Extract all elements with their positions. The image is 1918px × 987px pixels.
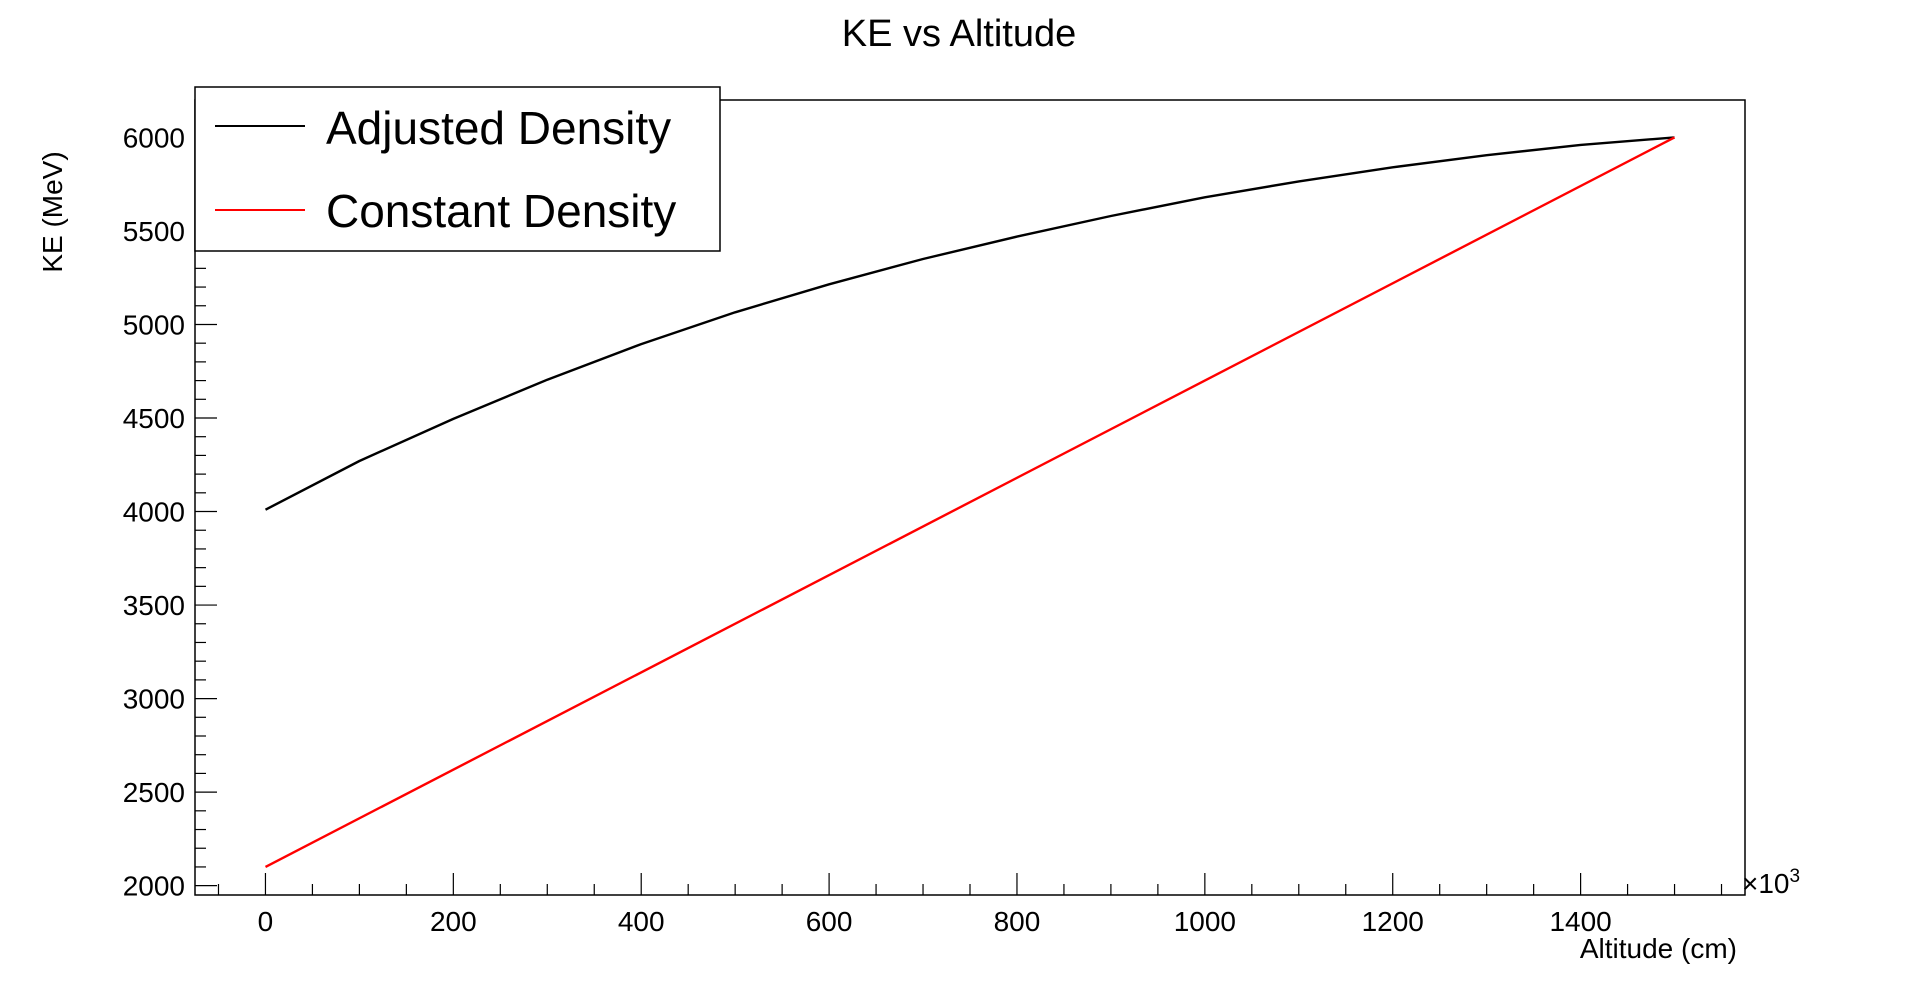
x-tick-label: 600 — [806, 906, 853, 937]
x-axis: 0 200 400 600 800 1000 1200 1400 — [217, 873, 1723, 937]
x-tick-label: 200 — [430, 906, 477, 937]
legend-label-adjusted-density: Adjusted Density — [326, 102, 671, 154]
y-axis-title: KE (MeV) — [37, 151, 68, 272]
legend-label-constant-density: Constant Density — [326, 185, 676, 237]
series-line-adjusted-density — [264, 136, 1675, 511]
x-multiplier-exponent: 3 — [1790, 866, 1801, 887]
y-tick-label: 4500 — [123, 403, 185, 434]
y-tick-label: 5500 — [123, 216, 185, 247]
y-tick-label: 3500 — [123, 590, 185, 621]
legend-box — [194, 86, 721, 252]
y-tick-label: 3000 — [123, 684, 185, 715]
y-tick-label: 2500 — [123, 777, 185, 808]
x-tick-label: 400 — [618, 906, 665, 937]
x-tick-label: 1400 — [1549, 906, 1611, 937]
y-tick-label: 4000 — [123, 497, 185, 528]
series-line-constant-density — [264, 136, 1676, 868]
legend: Adjusted Density Constant Density — [194, 86, 721, 252]
x-tick-label: 0 — [258, 906, 274, 937]
y-tick-label: 6000 — [123, 122, 185, 153]
x-tick-label: 1000 — [1174, 906, 1236, 937]
x-multiplier-base: ×10 — [1742, 868, 1790, 899]
y-tick-label: 5000 — [123, 309, 185, 340]
x-tick-label: 800 — [994, 906, 1041, 937]
x-multiplier: ×103 — [1742, 866, 1800, 899]
y-axis: 2000 2500 3000 3500 4000 4500 5000 5500 6000 — [123, 99, 217, 902]
series-layer — [264, 136, 1676, 868]
chart-title: KE vs Altitude — [842, 13, 1076, 55]
x-axis-title: Altitude (cm) — [1580, 933, 1737, 964]
x-tick-label: 1200 — [1362, 906, 1424, 937]
y-tick-label: 2000 — [123, 871, 185, 902]
